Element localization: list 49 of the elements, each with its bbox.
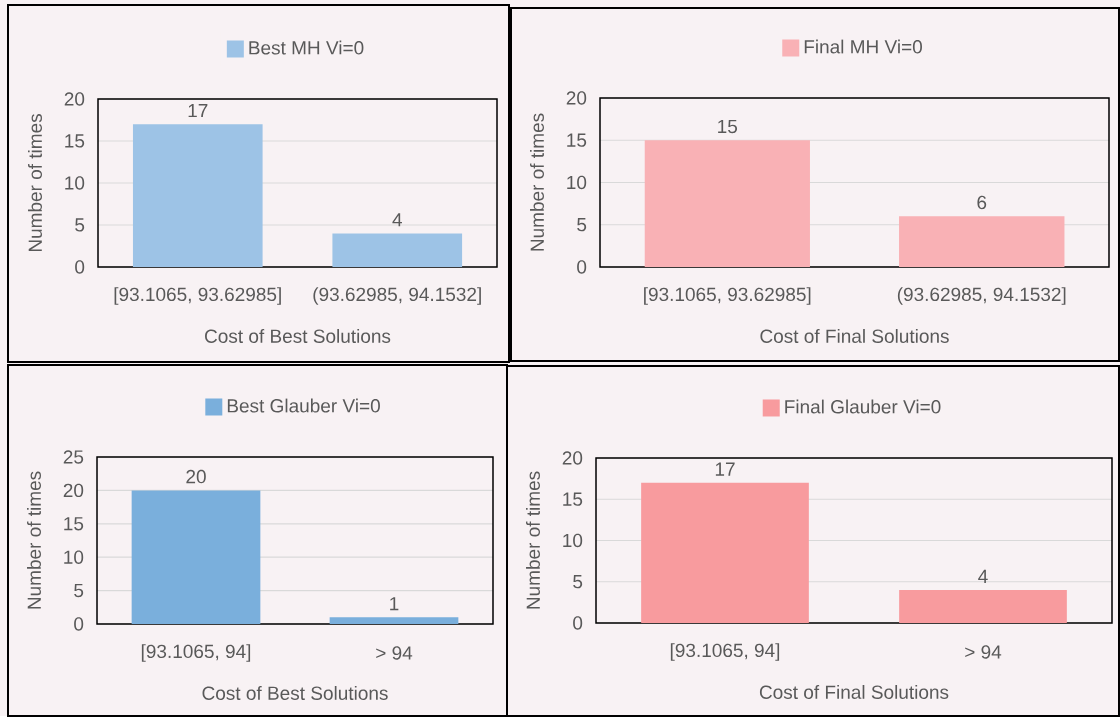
x-tick-label: > 94	[376, 646, 413, 660]
y-axis-title: Number of times	[526, 471, 540, 609]
data-label: 4	[392, 213, 402, 227]
x-tick-label: > 94	[965, 645, 1002, 659]
y-tick-label: 20	[566, 91, 587, 105]
y-tick-label: 15	[65, 134, 85, 148]
y-tick-label: 15	[563, 492, 583, 506]
y-tick-label: 15	[64, 517, 84, 531]
y-tick-label: 5	[74, 583, 84, 598]
y-tick-label: 10	[65, 176, 85, 190]
x-tick-label: [93.1065, 94]	[141, 644, 251, 662]
data-label: 17	[715, 462, 735, 476]
legend-label: Final Glauber Vi=0	[785, 399, 941, 414]
legend-label: Best MH Vi=0	[249, 40, 364, 55]
data-label: 20	[186, 469, 206, 484]
y-tick-label: 5	[573, 575, 583, 589]
data-label: 6	[977, 195, 987, 210]
x-axis-title: Cost of Best Solutions	[202, 686, 388, 700]
y-axis-title: Number of times	[27, 471, 41, 609]
y-tick-label: 25	[63, 450, 84, 464]
data-label: 4	[978, 569, 988, 583]
x-axis-title: Cost of Final Solutions	[760, 329, 949, 343]
y-tick-label: 10	[64, 550, 84, 564]
data-label: 17	[188, 104, 208, 118]
data-label: 15	[718, 119, 738, 134]
x-tick-label: (93.62985, 94.1532]	[897, 287, 1066, 305]
legend-label: Best Glauber Vi=0	[227, 398, 380, 413]
x-tick-label: [93.1065, 94]	[670, 643, 780, 661]
y-tick-label: 0	[74, 617, 84, 631]
y-tick-label: 20	[63, 483, 84, 498]
y-tick-label: 5	[577, 218, 587, 232]
y-axis-title: Number of times	[530, 113, 544, 251]
x-tick-label: (93.62985, 94.1532]	[313, 287, 481, 305]
y-tick-label: 20	[64, 92, 85, 106]
y-tick-label: 10	[563, 533, 583, 548]
y-tick-label: 0	[75, 260, 85, 274]
y-tick-label: 0	[577, 260, 587, 274]
y-tick-label: 15	[567, 133, 587, 147]
y-tick-label: 20	[562, 451, 583, 465]
x-axis-title: Cost of Best Solutions	[205, 329, 391, 343]
x-tick-label: [93.1065, 93.62985]	[644, 287, 811, 305]
y-tick-label: 0	[573, 616, 583, 630]
legend-label: Final MH Vi=0	[804, 39, 922, 54]
x-tick-label: [93.1065, 93.62985]	[114, 287, 281, 305]
y-axis-title: Number of times	[28, 114, 42, 252]
x-axis-title: Cost of Final Solutions	[759, 685, 949, 699]
data-label: 1	[390, 597, 399, 611]
y-tick-label: 10	[567, 175, 587, 190]
y-tick-label: 5	[75, 218, 85, 232]
